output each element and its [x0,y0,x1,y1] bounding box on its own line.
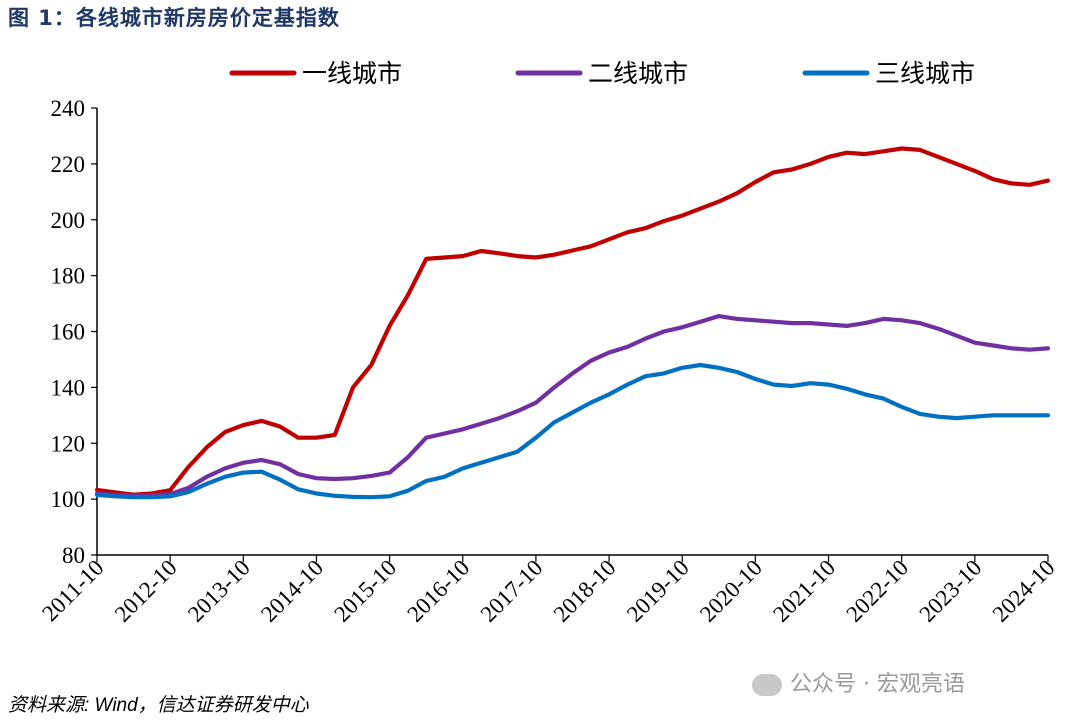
wechat-icon [752,674,782,696]
x-tick-label: 2023-10 [914,555,986,627]
x-tick-label: 2024-10 [988,555,1060,627]
legend-label: 一线城市 [302,59,402,88]
y-tick-label: 140 [51,375,86,400]
x-tick-label: 2012-10 [110,555,182,627]
legend-label: 二线城市 [588,59,688,88]
series-line-2 [94,314,1051,498]
y-tick-label: 120 [51,431,86,456]
x-tick-label: 2020-10 [695,555,767,627]
x-tick-label: 2013-10 [183,555,255,627]
x-tick-label: 2017-10 [476,555,548,627]
y-tick-label: 160 [51,320,86,345]
chart-legend: 一线城市 二线城市 三线城市 [229,59,975,88]
y-tick-label: 100 [51,487,86,512]
x-tick-label: 2018-10 [549,555,621,627]
x-tick-label: 2014-10 [256,555,328,627]
y-tick-label: 220 [51,152,86,177]
x-tick-label: 2015-10 [329,555,401,627]
x-tick-label: 2016-10 [402,555,474,627]
y-tick-label: 80 [62,543,85,568]
series-line-3 [94,362,1051,500]
source-note: 资料来源: Wind，信达证券研发中心 [8,695,309,716]
y-tick-label: 240 [51,96,86,121]
watermark-text: 公众号 · 宏观亮语 [790,672,965,697]
legend-label: 三线城市 [875,59,975,88]
x-tick-label: 2021-10 [768,555,840,627]
x-tick-label: 2022-10 [841,555,913,627]
figure-title: 图 1：各线城市新房房价定基指数 [8,6,340,30]
y-tick-label: 200 [51,208,86,233]
series-layer [94,146,1051,500]
y-tick-label: 180 [51,264,86,289]
series-line-1 [94,146,1051,497]
x-tick-label: 2019-10 [622,555,694,627]
watermark: 公众号 · 宏观亮语 [752,666,965,698]
